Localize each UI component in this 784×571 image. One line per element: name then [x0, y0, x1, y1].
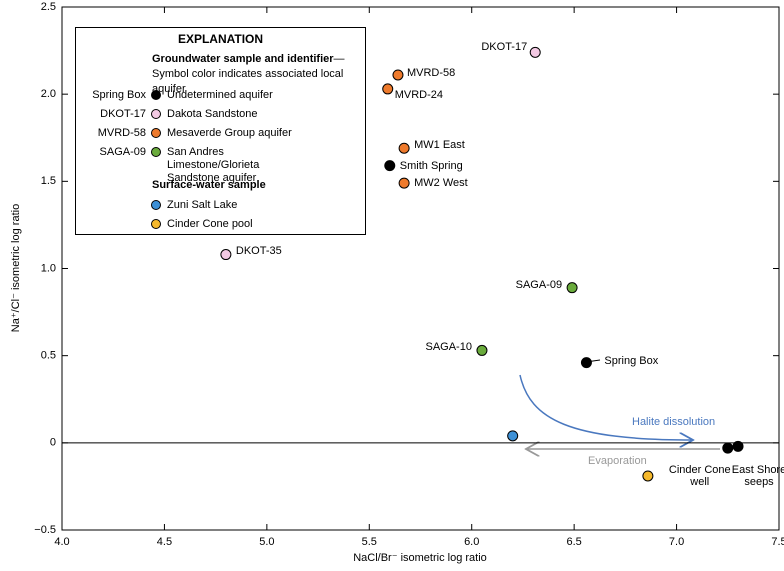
- legend-id: SAGA-09: [99, 146, 146, 158]
- legend-item: MVRD-58 Mesaverde Group aquifer: [76, 127, 357, 143]
- x-tick-label: 6.5: [566, 536, 581, 548]
- y-tick-label: 0: [50, 437, 56, 449]
- y-tick-label: 2.5: [41, 1, 56, 13]
- point-label: SAGA-10: [425, 341, 472, 354]
- point: [642, 470, 654, 482]
- legend-heading-text: Groundwater sample and identifier: [152, 53, 334, 65]
- point-label: Cinder Cone well: [668, 464, 731, 489]
- y-tick-label: −0.5: [34, 524, 56, 536]
- halite-arrow: [519, 374, 693, 440]
- legend-id: DKOT-17: [100, 108, 146, 120]
- point: [382, 83, 394, 95]
- y-tick-label: 1.0: [41, 262, 56, 274]
- point-label: SAGA-09: [515, 278, 563, 291]
- legend-label: Zuni Salt Lake: [167, 199, 238, 211]
- point-label: MW2 West: [414, 177, 468, 190]
- point: [398, 142, 410, 154]
- legend-marker: [151, 90, 161, 100]
- x-tick-label: 5.0: [259, 536, 274, 548]
- point: [566, 282, 578, 294]
- x-tick-label: 4.0: [54, 536, 69, 548]
- x-axis-label: NaCl/Br⁻ isometric log ratio: [353, 552, 487, 564]
- point: [384, 160, 396, 172]
- y-tick-label: 1.5: [41, 175, 56, 187]
- annotation: Evaporation: [588, 455, 647, 467]
- x-tick-label: 7.0: [669, 536, 684, 548]
- point: [476, 344, 488, 356]
- legend-marker: [151, 109, 161, 119]
- point-label: East Shore seeps: [731, 464, 784, 489]
- legend-marker: [151, 219, 161, 229]
- point-label: Spring Box: [604, 354, 659, 367]
- legend-label: Dakota Sandstone: [167, 108, 258, 120]
- legend-label: Mesaverde Group aquifer: [167, 127, 292, 139]
- point: [220, 249, 232, 261]
- legend-id: Spring Box: [92, 89, 146, 101]
- legend-id: MVRD-58: [97, 127, 146, 139]
- x-tick-label: 6.0: [464, 536, 479, 548]
- point-label: MVRD-24: [394, 88, 444, 101]
- point-label: MW1 East: [414, 139, 465, 152]
- legend-label: Cinder Cone pool: [167, 218, 253, 230]
- legend-item: Cinder Cone pool: [76, 218, 357, 234]
- point: [529, 46, 541, 58]
- y-axis-label: Na⁺/Cl⁻ isometric log ratio: [10, 204, 22, 332]
- point: [732, 440, 744, 452]
- legend-label: San Andres Limestone/Glorieta Sandstone …: [167, 146, 260, 184]
- legend-item: DKOT-17 Dakota Sandstone: [76, 108, 357, 124]
- legend-title: EXPLANATION: [177, 32, 264, 46]
- legend-item: Spring Box Undetermined aquifer: [76, 89, 357, 105]
- x-tick-label: 4.5: [157, 536, 172, 548]
- legend-marker: [151, 200, 161, 210]
- legend-item: Zuni Salt Lake: [76, 199, 357, 215]
- legend: EXPLANATION Groundwater sample and identi…: [75, 27, 366, 235]
- legend-marker: [151, 128, 161, 138]
- point: [507, 430, 519, 442]
- x-tick-label: 7.5: [771, 536, 784, 548]
- y-tick-label: 2.0: [41, 88, 56, 100]
- point-label: DKOT-17: [481, 41, 528, 54]
- point: [722, 442, 734, 454]
- x-tick-label: 5.5: [362, 536, 377, 548]
- point: [398, 177, 410, 189]
- legend-heading: Surface-water sample: [152, 179, 266, 191]
- point-label: Smith Spring: [399, 159, 463, 172]
- legend-marker: [151, 147, 161, 157]
- point: [392, 69, 404, 81]
- point: [580, 357, 592, 369]
- point-label: DKOT-35: [235, 244, 282, 257]
- legend-label: Undetermined aquifer: [167, 89, 273, 101]
- point-label: MVRD-58: [406, 66, 456, 79]
- legend-heading: Groundwater sample and identifier—Symbol…: [152, 52, 364, 97]
- legend-item: SAGA-09 San Andres Limestone/Glorieta San…: [76, 146, 297, 184]
- y-tick-label: 0.5: [41, 350, 56, 362]
- annotation: Halite dissolution: [632, 416, 715, 428]
